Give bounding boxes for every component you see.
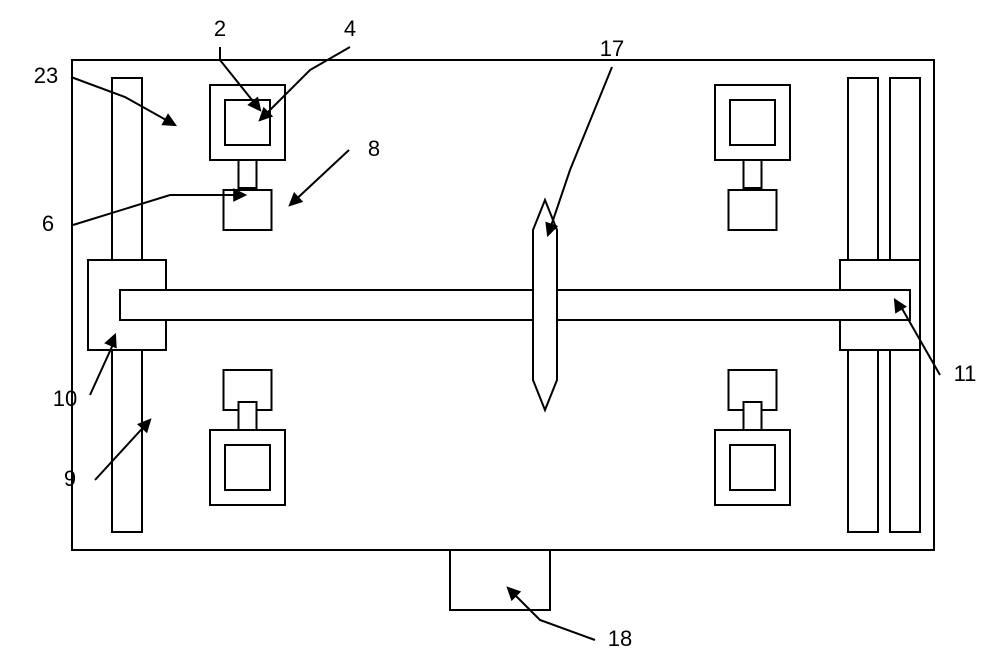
svg-text:10: 10 <box>53 386 77 411</box>
svg-text:4: 4 <box>344 16 356 41</box>
svg-text:6: 6 <box>42 211 54 236</box>
svg-text:11: 11 <box>954 361 977 386</box>
svg-text:2: 2 <box>214 16 226 41</box>
svg-text:18: 18 <box>608 626 632 651</box>
svg-text:17: 17 <box>600 36 624 61</box>
svg-text:23: 23 <box>34 63 58 88</box>
svg-text:9: 9 <box>64 466 76 491</box>
svg-text:8: 8 <box>368 136 380 161</box>
